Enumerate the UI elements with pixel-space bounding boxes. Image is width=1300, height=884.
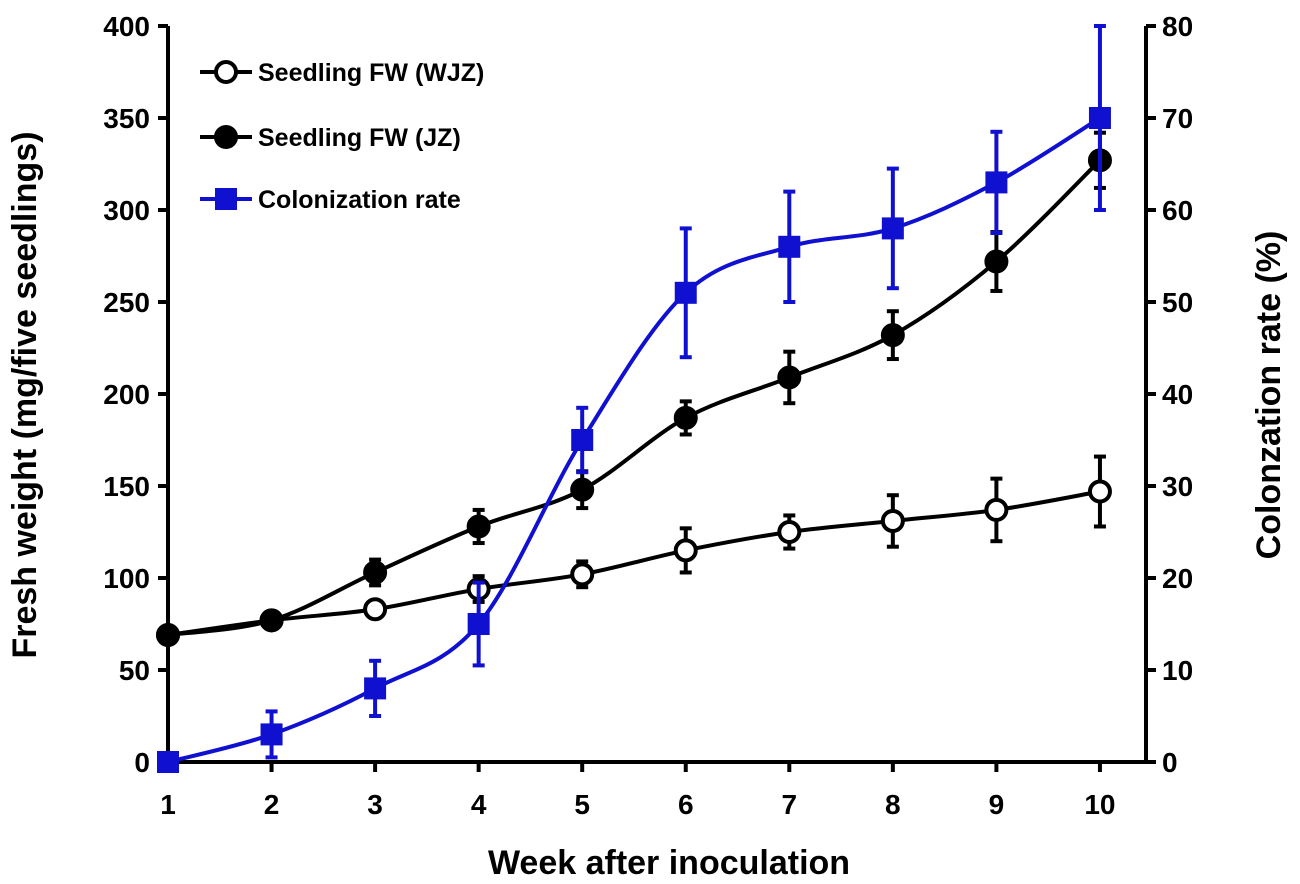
x-tick-label: 6 bbox=[678, 789, 694, 820]
data-point bbox=[777, 520, 802, 544]
data-point bbox=[467, 613, 490, 635]
data-point bbox=[674, 281, 697, 304]
y-right-tick-label: 40 bbox=[1162, 379, 1193, 410]
y-right-tick-label: 60 bbox=[1162, 195, 1193, 226]
axes: 0 50 100 150 200 250 300 350 400 0 10 20 30 40 50 60 70 8… bbox=[103, 11, 1193, 820]
data-point bbox=[570, 477, 595, 502]
data-point bbox=[673, 405, 698, 430]
data-point bbox=[260, 723, 283, 746]
data-point bbox=[880, 323, 905, 348]
y-right-tick-label: 10 bbox=[1162, 655, 1193, 686]
data-point bbox=[466, 514, 491, 539]
x-tick-label: 4 bbox=[471, 789, 487, 820]
legend: Seedling FW (WJZ) Seedling FW (JZ) Coloniz… bbox=[200, 59, 484, 214]
y-axis-left-title: Fresh weight (mg/five seedlings) bbox=[6, 131, 44, 658]
data-point bbox=[364, 677, 387, 700]
data-point bbox=[363, 597, 388, 622]
data-point bbox=[571, 429, 594, 451]
legend-label: Seedling FW (JZ) bbox=[258, 124, 461, 152]
legend-label: Colonization rate bbox=[258, 186, 461, 214]
data-point bbox=[984, 497, 1009, 522]
legend-marker bbox=[214, 60, 238, 84]
data-point bbox=[985, 171, 1008, 194]
data-point bbox=[1087, 479, 1112, 504]
y-right-tick-label: 70 bbox=[1162, 103, 1193, 134]
y-right-tick-label: 30 bbox=[1162, 471, 1193, 502]
series-line bbox=[167, 489, 1101, 638]
data-point bbox=[156, 623, 180, 648]
y-left-tick-label: 100 bbox=[103, 563, 150, 594]
data-point bbox=[259, 608, 284, 633]
y-left-tick-label: 250 bbox=[103, 287, 150, 318]
y-left-tick-label: 300 bbox=[103, 195, 150, 226]
plot-area bbox=[156, 24, 1112, 773]
data-point bbox=[984, 249, 1009, 274]
x-axis-title: Week after inoculation bbox=[488, 844, 850, 882]
data-point bbox=[881, 217, 904, 240]
data-point bbox=[880, 508, 905, 533]
data-point bbox=[1088, 107, 1111, 129]
x-tick-label: 5 bbox=[574, 789, 590, 820]
series-seedling-fw-wjz bbox=[156, 454, 1112, 648]
x-tick-label: 7 bbox=[782, 789, 798, 820]
y-left-tick-label: 0 bbox=[134, 747, 150, 778]
y-right-tick-label: 50 bbox=[1162, 287, 1193, 318]
y-right-tick-label: 20 bbox=[1162, 563, 1193, 594]
y-left-tick-label: 350 bbox=[103, 103, 150, 134]
legend-label: Seedling FW (WJZ) bbox=[258, 59, 484, 87]
x-tick-label: 2 bbox=[264, 789, 280, 820]
data-point bbox=[570, 562, 595, 587]
x-tick-label: 1 bbox=[160, 789, 176, 820]
x-tick-label: 8 bbox=[885, 789, 901, 820]
data-point bbox=[777, 365, 802, 390]
legend-marker bbox=[214, 125, 238, 149]
y-axis-right-title: Colonzation rate (%) bbox=[1250, 231, 1288, 560]
y-right-tick-label: 0 bbox=[1162, 747, 1178, 778]
data-point bbox=[778, 235, 801, 258]
x-tick-label: 3 bbox=[367, 789, 383, 820]
series-line bbox=[167, 116, 1102, 764]
y-left-tick-label: 50 bbox=[119, 655, 150, 686]
legend-marker bbox=[215, 188, 237, 210]
y-left-tick-label: 200 bbox=[103, 379, 150, 410]
data-point bbox=[673, 538, 698, 563]
x-tick-label: 10 bbox=[1084, 789, 1115, 820]
y-right-tick-label: 80 bbox=[1162, 11, 1193, 42]
x-tick-label: 9 bbox=[989, 789, 1005, 820]
series-line bbox=[167, 158, 1102, 638]
y-left-tick-label: 150 bbox=[103, 471, 150, 502]
y-left-tick-label: 400 bbox=[103, 11, 150, 42]
data-point bbox=[363, 560, 388, 585]
data-point bbox=[157, 751, 179, 773]
series-colonization-rate bbox=[157, 24, 1111, 773]
